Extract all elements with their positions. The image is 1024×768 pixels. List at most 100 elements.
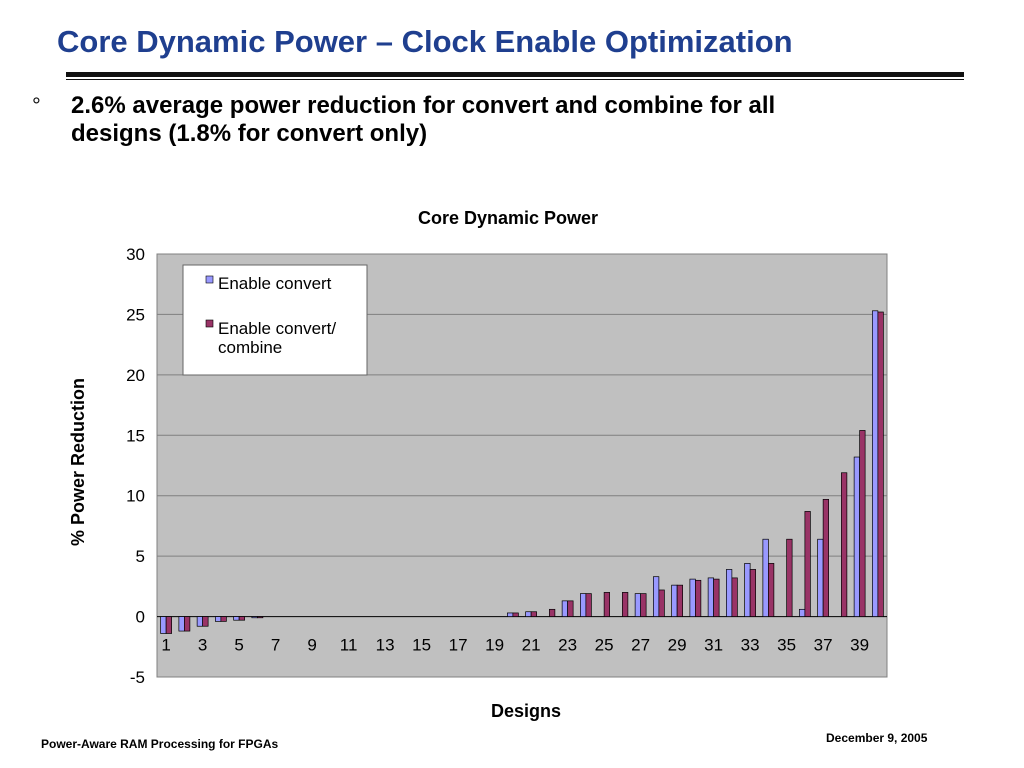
bar-s2-design-29 (676, 584, 683, 617)
bar-s1-design-6 (251, 616, 258, 619)
bar-s2-design-37 (822, 498, 829, 617)
y-tick-labels: -5 0 5 10 15 20 25 30 (126, 245, 145, 687)
y-tick-25: 25 (126, 305, 145, 324)
legend-label-enable-convert-combine-line1: Enable convert/ (218, 319, 336, 338)
x-tick-19: 19 (485, 636, 504, 655)
bar-s2-design-6 (257, 616, 264, 619)
y-tick--5: -5 (130, 668, 145, 687)
bar-s2-design-4 (220, 616, 227, 622)
bar-s2-design-30 (695, 579, 702, 617)
bar-s1-design-28 (653, 576, 660, 617)
bar-s2-design-1 (165, 616, 172, 634)
legend: Enable convert Enable convert/ combine (182, 264, 368, 376)
x-tick-29: 29 (668, 636, 687, 655)
bar-s1-design-5 (233, 616, 240, 621)
bar-s1-design-30 (689, 578, 696, 617)
x-tick-21: 21 (522, 636, 541, 655)
bar-s1-design-40 (872, 310, 879, 617)
y-tick-30: 30 (126, 245, 145, 264)
x-tick-3: 3 (198, 636, 207, 655)
y-tick-10: 10 (126, 487, 145, 506)
bar-s2-design-21 (530, 611, 537, 617)
bar-s1-design-24 (580, 593, 587, 617)
bar-s2-design-35 (786, 538, 793, 617)
y-tick-20: 20 (126, 366, 145, 385)
bar-s1-design-29 (671, 584, 678, 617)
x-tick-31: 31 (704, 636, 723, 655)
bar-s1-design-23 (561, 600, 568, 617)
title-rule-thick (66, 72, 964, 77)
x-tick-25: 25 (595, 636, 614, 655)
y-tick-15: 15 (126, 426, 145, 445)
x-tick-5: 5 (234, 636, 243, 655)
bar-s2-design-3 (202, 616, 209, 627)
x-tick-17: 17 (449, 636, 468, 655)
x-tick-15: 15 (412, 636, 431, 655)
footer-left: Power-Aware RAM Processing for FPGAs (41, 737, 279, 751)
bar-s2-design-20 (512, 612, 519, 617)
x-tick-7: 7 (271, 636, 280, 655)
slide-title: Core Dynamic Power – Clock Enable Optimi… (57, 24, 793, 59)
bar-s2-design-39 (859, 430, 866, 617)
x-tick-35: 35 (777, 636, 796, 655)
bars-group (160, 310, 884, 634)
bar-s2-design-31 (713, 578, 720, 617)
bar-s2-design-25 (603, 592, 610, 617)
bar-s2-design-28 (658, 589, 665, 617)
bar-s1-design-33 (744, 563, 751, 617)
x-tick-9: 9 (307, 636, 316, 655)
legend-box (182, 264, 368, 376)
bar-s2-design-38 (841, 472, 848, 617)
bullet-line-2: designs (1.8% for convert only) (71, 120, 428, 147)
legend-label-enable-convert-combine-line2: combine (218, 338, 282, 357)
footer-date: December 9, 2005 (826, 731, 928, 745)
bar-s1-design-20 (507, 612, 514, 617)
bar-s2-design-22 (549, 608, 556, 617)
bar-s1-design-34 (762, 538, 769, 617)
legend-label-enable-convert: Enable convert (218, 274, 332, 293)
bar-s1-design-31 (707, 577, 714, 617)
x-tick-37: 37 (814, 636, 833, 655)
bar-s2-design-2 (184, 616, 191, 632)
bullet-text: 2.6% average power reduction for convert… (71, 92, 951, 148)
bar-s2-design-34 (768, 563, 775, 617)
title-rule-thin (66, 79, 964, 80)
bar-s1-design-3 (196, 616, 203, 627)
x-axis-label: Designs (491, 701, 561, 721)
x-tick-33: 33 (741, 636, 760, 655)
bar-s1-design-36 (799, 608, 806, 617)
bar-s1-design-39 (853, 456, 860, 617)
bar-s1-design-2 (178, 616, 185, 632)
bar-s2-design-23 (567, 600, 574, 617)
bar-s1-design-32 (726, 569, 733, 617)
legend-swatch-enable-convert-combine (205, 319, 214, 328)
x-tick-23: 23 (558, 636, 577, 655)
bar-s2-design-24 (585, 593, 592, 617)
bar-s2-design-33 (749, 569, 756, 617)
y-axis-label: % Power Reduction (68, 378, 88, 546)
bar-s1-design-21 (525, 611, 532, 617)
y-tick-0: 0 (136, 608, 145, 627)
bullet-line-1: 2.6% average power reduction for convert… (71, 92, 776, 119)
legend-swatch-enable-convert (205, 275, 214, 284)
bar-s1-design-1 (160, 616, 167, 634)
bar-s1-design-27 (634, 593, 641, 617)
bar-s2-design-27 (640, 593, 647, 617)
bar-s2-design-26 (622, 592, 629, 617)
bar-s1-design-4 (215, 616, 222, 622)
chart-title: Core Dynamic Power (418, 208, 598, 228)
x-tick-labels: 1 3 5 7 9 11 13 15 17 19 21 23 25 27 29 31 33 35 37 39 (161, 636, 869, 655)
bar-s2-design-5 (238, 616, 245, 621)
bar-s2-design-40 (877, 311, 884, 617)
x-tick-39: 39 (850, 636, 869, 655)
x-tick-1: 1 (161, 636, 170, 655)
x-tick-11: 11 (340, 636, 358, 655)
x-tick-27: 27 (631, 636, 650, 655)
bullet-mark: ° (32, 93, 41, 118)
bar-s1-design-37 (817, 538, 824, 617)
bar-s2-design-36 (804, 511, 811, 617)
x-tick-13: 13 (376, 636, 395, 655)
bar-s2-design-32 (731, 577, 738, 617)
y-tick-5: 5 (136, 547, 145, 566)
